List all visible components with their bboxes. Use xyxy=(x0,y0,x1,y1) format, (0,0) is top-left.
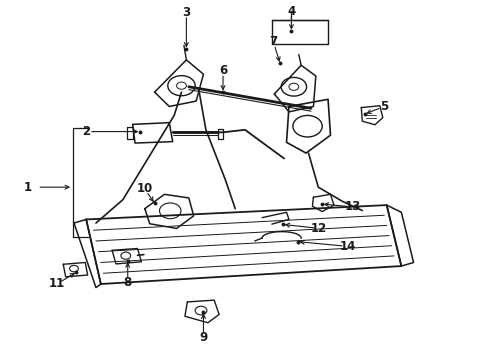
Text: 10: 10 xyxy=(137,183,153,195)
Text: 7: 7 xyxy=(270,35,277,49)
Text: 8: 8 xyxy=(123,276,132,289)
Text: 11: 11 xyxy=(49,278,65,291)
Text: 1: 1 xyxy=(24,181,32,194)
Text: 2: 2 xyxy=(82,125,90,138)
Text: 4: 4 xyxy=(287,5,295,18)
Text: 12: 12 xyxy=(311,222,327,235)
Text: 5: 5 xyxy=(380,100,389,113)
Text: 13: 13 xyxy=(344,201,361,213)
Text: 3: 3 xyxy=(182,6,191,19)
Text: 6: 6 xyxy=(219,64,227,77)
Text: 9: 9 xyxy=(199,331,208,344)
Text: 14: 14 xyxy=(340,240,356,253)
